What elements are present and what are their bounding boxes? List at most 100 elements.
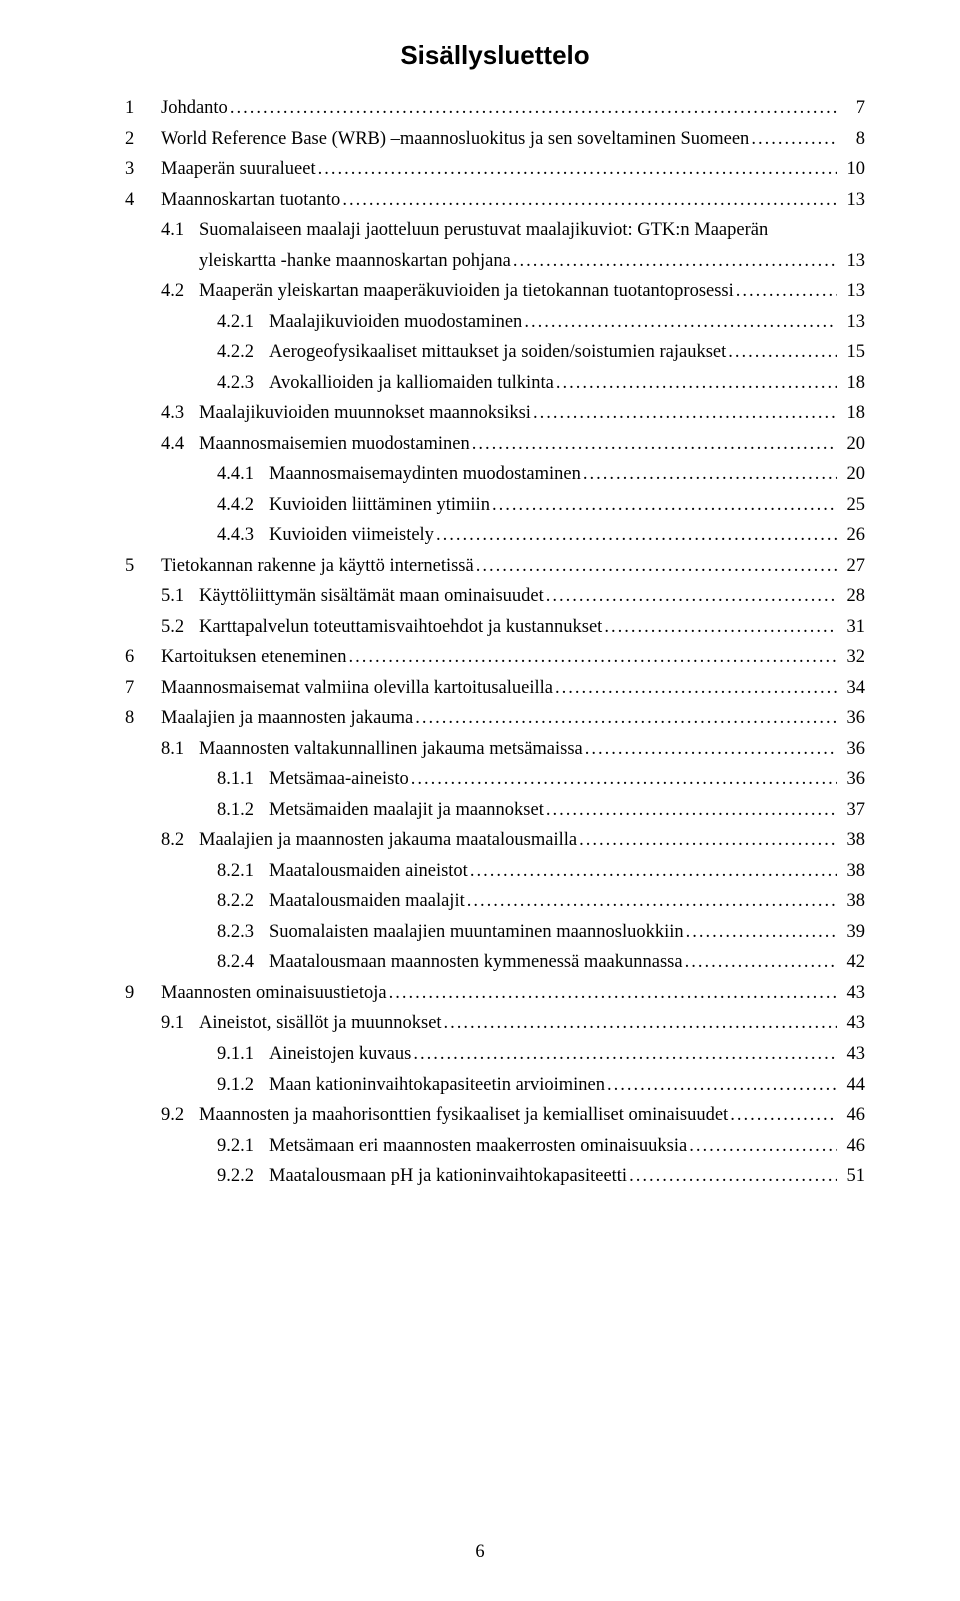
toc-entry-number: 4.4.1 (217, 459, 267, 490)
toc-entry-label: Maatalousmaan maannosten kymmenessä maak… (269, 947, 683, 978)
toc-entry-number: 5.2 (161, 612, 197, 643)
toc-leader-dots (689, 1131, 837, 1162)
toc-entry-number: 9.1.2 (217, 1070, 267, 1101)
toc-row: 9.2.1Metsämaan eri maannosten maakerrost… (125, 1131, 865, 1162)
toc-row: 6Kartoituksen eteneminen32 (125, 642, 865, 673)
toc-entry-page: 38 (841, 856, 865, 887)
toc-leader-dots (685, 947, 837, 978)
toc-row: 4.4.3Kuvioiden viimeistely26 (125, 520, 865, 551)
toc-row: 4Maannoskartan tuotanto13 (125, 185, 865, 216)
toc-leader-dots (736, 276, 837, 307)
toc-entry-page: 7 (841, 93, 865, 124)
toc-entry-label: Maalajien ja maannosten jakauma (161, 703, 413, 734)
toc-row: 4.2.1Maalajikuvioiden muodostaminen13 (125, 307, 865, 338)
toc-row: 8.1.2Metsämaiden maalajit ja maannokset3… (125, 795, 865, 826)
toc-leader-dots (583, 459, 837, 490)
toc-entry-label: yleiskartta -hanke maannoskartan pohjana (199, 246, 511, 277)
toc-leader-dots (585, 734, 837, 765)
toc-entry-page: 13 (841, 185, 865, 216)
toc-row: 9.2Maannosten ja maahorisonttien fysikaa… (125, 1100, 865, 1131)
toc-leader-dots (342, 185, 837, 216)
toc-entry-page: 18 (841, 368, 865, 399)
toc-entry-label: Maaperän suuralueet (161, 154, 316, 185)
toc-entry-label: Maaperän yleiskartan maaperäkuvioiden ja… (199, 276, 734, 307)
toc-entry-page: 51 (841, 1161, 865, 1192)
toc-entry-label: Kuvioiden liittäminen ytimiin (269, 490, 490, 521)
toc-entry-number: 8 (125, 703, 149, 734)
toc-leader-dots (556, 368, 837, 399)
toc-row: 2 World Reference Base (WRB) –maannosluok… (125, 124, 865, 155)
toc-entry-page: 37 (841, 795, 865, 826)
toc-leader-dots (467, 886, 837, 917)
toc-row: 4.4Maannosmaisemien muodostaminen20 (125, 429, 865, 460)
toc-entry-number: 4.4 (161, 429, 197, 460)
toc-entry-number: 9.1 (161, 1008, 197, 1039)
toc-entry-label: Maannosten ja maahorisonttien fysikaalis… (199, 1100, 728, 1131)
toc-row: 8.1Maannosten valtakunnallinen jakauma m… (125, 734, 865, 765)
toc-entry-page: 36 (841, 703, 865, 734)
toc-entry-page: 44 (841, 1070, 865, 1101)
toc-entry-page: 36 (841, 764, 865, 795)
toc-entry-page: 18 (841, 398, 865, 429)
toc-entry-page: 8 (841, 124, 865, 155)
toc-entry-number: 7 (125, 673, 149, 704)
toc-leader-dots (470, 856, 837, 887)
toc-entry-label: World Reference Base (WRB) –maannosluoki… (161, 124, 749, 155)
toc-entry-number: 8.2.4 (217, 947, 267, 978)
toc-entry-page: 38 (841, 825, 865, 856)
toc-row: 7Maannosmaisemat valmiina olevilla karto… (125, 673, 865, 704)
toc-entry-label: Maalajikuvioiden muunnokset maannoksiksi (199, 398, 531, 429)
toc-entry-number: 5.1 (161, 581, 197, 612)
toc-entry-number: 4.2.1 (217, 307, 267, 338)
toc-row: 5.1Käyttöliittymän sisältämät maan omina… (125, 581, 865, 612)
toc-entry-page: 43 (841, 978, 865, 1009)
toc-entry-number: 4.3 (161, 398, 197, 429)
toc-entry-number: 8.1.1 (217, 764, 267, 795)
toc-leader-dots (348, 642, 837, 673)
toc-entry-page: 39 (841, 917, 865, 948)
toc-entry-page: 43 (841, 1008, 865, 1039)
toc-entry-number: 4.2.2 (217, 337, 267, 368)
toc-entry-label: Maalajien ja maannosten jakauma maatalou… (199, 825, 577, 856)
toc-leader-dots (579, 825, 837, 856)
toc-entry-page: 15 (841, 337, 865, 368)
toc-entry-label: Maannosten valtakunnallinen jakauma mets… (199, 734, 583, 765)
toc-row: 8.2.3Suomalaisten maalajien muuntaminen … (125, 917, 865, 948)
toc-row: 4.1Suomalaiseen maalaji jaotteluun perus… (125, 215, 865, 246)
toc-entry-number: 8.2.1 (217, 856, 267, 887)
toc-leader-dots (230, 93, 837, 124)
toc-leader-dots (533, 398, 837, 429)
toc-entry-page: 13 (841, 307, 865, 338)
toc-entry-page: 20 (841, 459, 865, 490)
toc-leader-dots (686, 917, 837, 948)
toc-entry-number: 4.4.2 (217, 490, 267, 521)
toc-entry-number: 4 (125, 185, 149, 216)
toc-row: 8.2.2Maatalousmaiden maalajit38 (125, 886, 865, 917)
table-of-contents: 1Johdanto72World Reference Base (WRB) –m… (125, 93, 865, 1192)
toc-leader-dots (546, 581, 837, 612)
toc-entry-page: 36 (841, 734, 865, 765)
toc-entry-page: 42 (841, 947, 865, 978)
toc-entry-label: Maan kationinvaihtokapasiteetin arvioimi… (269, 1070, 605, 1101)
toc-entry-label: Aerogeofysikaaliset mittaukset ja soiden… (269, 337, 726, 368)
toc-leader-dots (604, 612, 837, 643)
toc-entry-page: 28 (841, 581, 865, 612)
toc-entry-label: Suomalaisten maalajien muuntaminen maann… (269, 917, 684, 948)
toc-entry-label: Karttapalvelun toteuttamisvaihtoehdot ja… (199, 612, 602, 643)
page-number: 6 (0, 1542, 960, 1563)
toc-entry-number: 2 (125, 124, 149, 155)
toc-entry-label: Suomalaiseen maalaji jaotteluun perustuv… (199, 215, 768, 246)
toc-leader-dots (415, 703, 837, 734)
toc-leader-dots (436, 520, 837, 551)
toc-row: 8 Maalajien ja maannosten jakauma 36 (125, 703, 865, 734)
toc-row: 9.2.2Maatalousmaan pH ja kationinvaihtok… (125, 1161, 865, 1192)
toc-entry-label: Metsämaiden maalajit ja maannokset (269, 795, 544, 826)
toc-leader-dots (546, 795, 837, 826)
toc-entry-number: 4.1 (161, 215, 197, 246)
toc-row: yleiskartta -hanke maannoskartan pohjana… (125, 246, 865, 277)
toc-row: 8.2.4Maatalousmaan maannosten kymmenessä… (125, 947, 865, 978)
toc-row: 4.2.2Aerogeofysikaaliset mittaukset ja s… (125, 337, 865, 368)
toc-entry-label: Maannosmaisemien muodostaminen (199, 429, 470, 460)
page-title: Sisällysluettelo (125, 40, 865, 71)
toc-entry-number: 8.2.3 (217, 917, 267, 948)
